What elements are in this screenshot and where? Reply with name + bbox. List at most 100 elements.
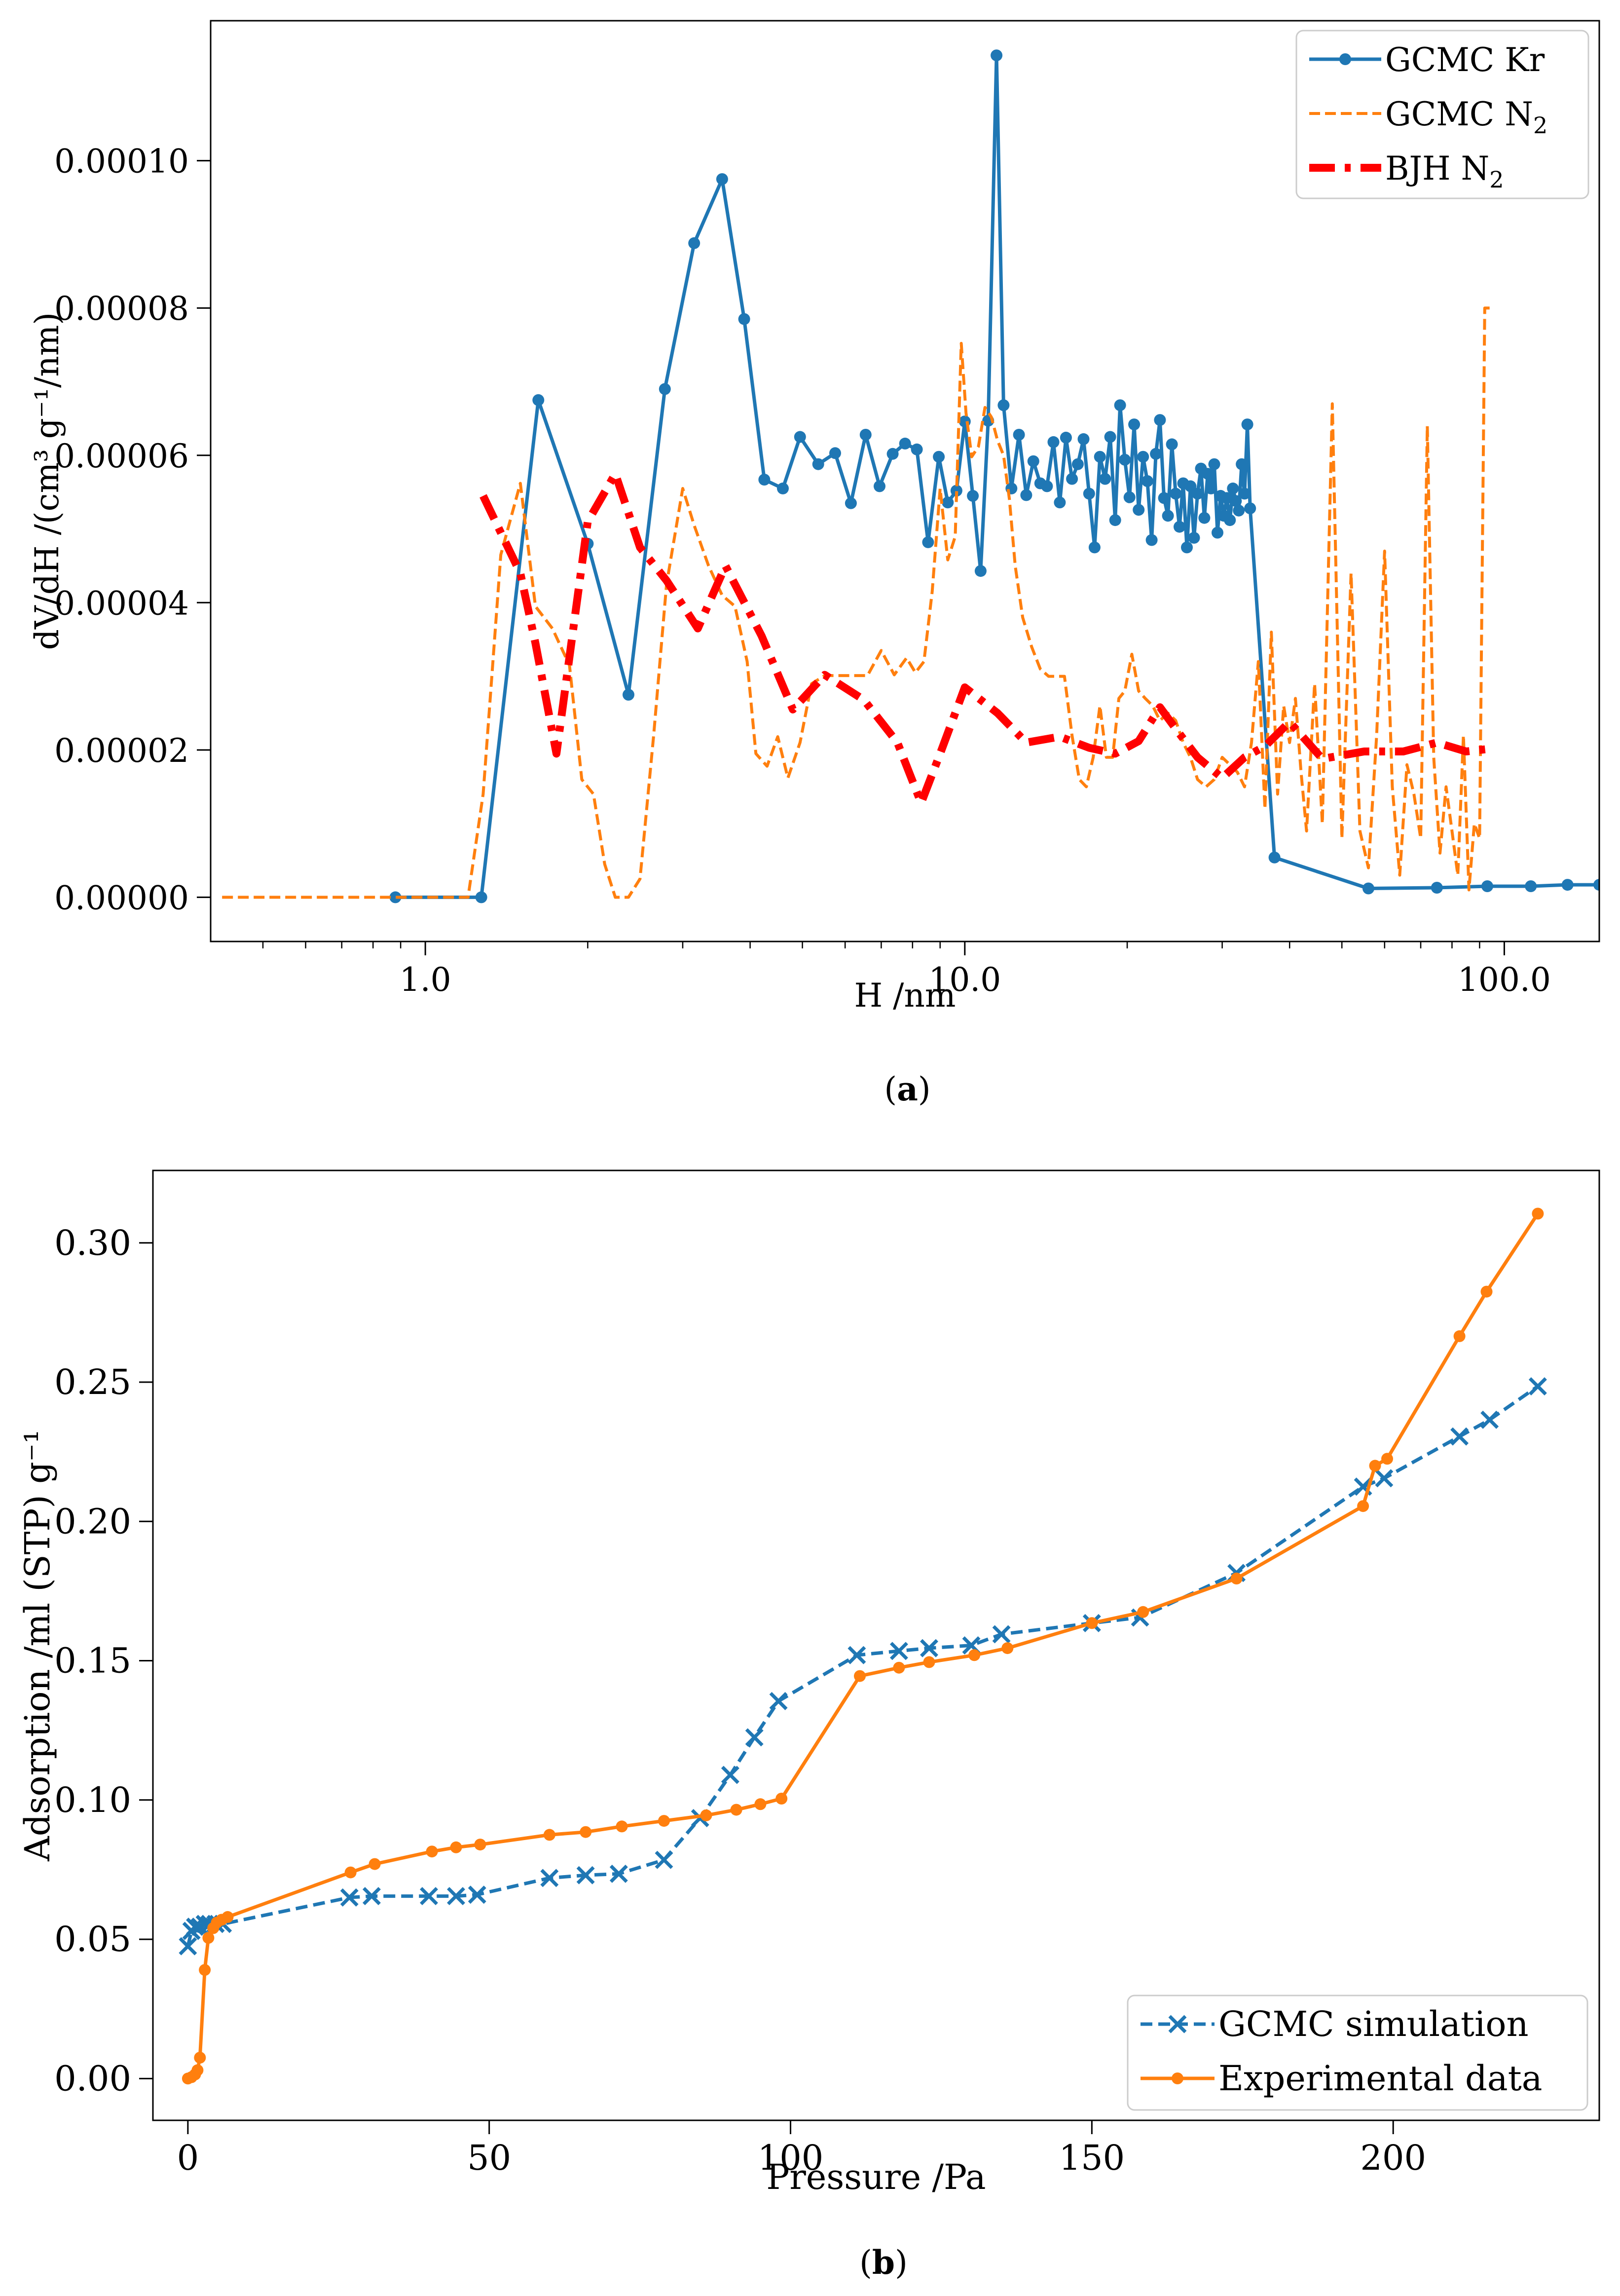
y-tick-label: 0.25 [54,1362,131,1402]
data-point [1088,541,1101,554]
series-line [222,306,1490,899]
data-point [1083,488,1095,500]
data-point [893,1661,905,1674]
data-point [199,1964,211,1976]
data-point [1268,851,1281,864]
data-point [1375,1469,1394,1488]
caption-open-paren: ( [884,1070,897,1108]
data-point [1241,418,1253,431]
data-point [1104,431,1116,443]
data-point [474,1839,486,1851]
data-point [420,1887,438,1906]
caption-letter: b [872,2243,895,2282]
data-point [609,1864,628,1883]
plot-frame [210,20,1600,942]
subfigure-caption: (a) [884,1070,930,1108]
data-point [616,1820,628,1833]
data-point [1086,1617,1098,1629]
legend-frame [1295,30,1589,199]
data-point [1453,1330,1466,1342]
data-point [1170,488,1182,500]
data-point [1244,502,1256,515]
legend-frame [1127,1995,1588,2111]
legend-entry-label: GCMC N2 [1385,95,1547,139]
data-point [580,1826,592,1838]
series-gcmc-simulation [179,1377,1547,1956]
x-tick-label: 150 [1059,2138,1125,2178]
legend-entry-label: BJH N2 [1385,150,1504,193]
y-axis-label: dV/dH /(cm³ g⁻¹/nm) [28,312,66,650]
data-point [754,1798,767,1810]
data-point [1094,451,1106,463]
data-point [1593,879,1599,891]
x-tick-label: 0 [177,2138,199,2178]
data-point [368,1858,381,1870]
caption-close-paren: ) [895,2244,908,2282]
data-point [769,1692,788,1710]
data-point [475,891,487,903]
y-tick-label: 0.30 [54,1223,131,1263]
data-point [1561,879,1574,891]
data-point [191,2064,204,2076]
data-point [942,496,954,509]
data-point [655,1850,673,1869]
chart-b: 0 50 100 150 200 0.00 0.05 0.10 0.15 0.20 0.25 0.30… [17,1169,1600,2282]
data-point [1480,1410,1499,1429]
data-point [221,1911,234,1923]
data-point [389,891,402,903]
data-point [1184,480,1197,492]
data-point [1141,475,1153,487]
y-tick-label: 0.00004 [54,584,189,622]
legend-swatch-marker [1339,53,1351,65]
series-line [187,1212,1540,2080]
data-point [1528,1377,1547,1395]
data-point [1369,1460,1381,1472]
data-point [854,1670,866,1682]
data-point [1238,488,1251,500]
data-point [194,2052,206,2064]
series-gcmc-kr [389,49,1599,903]
data-point [1532,1207,1544,1220]
data-point [1381,1453,1393,1465]
data-point [576,1866,595,1884]
data-point [1212,527,1223,539]
data-point [721,1766,739,1784]
data-point [1191,488,1204,500]
data-point [997,399,1010,412]
data-point [974,565,987,577]
data-point [992,1625,1011,1644]
data-point [829,447,841,459]
legend-swatch-marker [1168,2015,1187,2033]
x-axis-label: Pressure /Pa [766,2157,986,2197]
data-point [745,1728,764,1747]
series-bjh-n2 [479,470,1493,807]
data-point [923,1656,935,1668]
data-point [362,1887,381,1906]
y-tick-label: 0.00008 [54,290,189,328]
data-point [1450,1427,1469,1446]
data-point [1145,534,1158,546]
y-tick-label: 0.00 [54,2058,131,2099]
data-point [179,1937,197,1956]
data-point [1128,418,1141,431]
data-point [468,1885,486,1904]
data-point [1208,458,1220,470]
data-point [1162,510,1174,522]
data-point [1066,473,1078,485]
data-point [812,458,824,470]
data-point [1137,1606,1149,1618]
legend-entry-label: Experimental data [1218,2058,1542,2099]
data-point [1230,1573,1243,1584]
chart-a: 1.0 10.0 100.0 0.00000 0.00002 0.00004 0.00006… [28,20,1600,1108]
data-point [874,480,885,492]
data-point [1166,438,1178,451]
y-tick-label: 0.20 [54,1501,131,1542]
data-point [922,536,934,548]
x-tick-label: 100.0 [1458,961,1551,999]
caption-open-paren: ( [859,2244,872,2282]
data-point [1137,451,1149,463]
data-point [845,497,857,509]
